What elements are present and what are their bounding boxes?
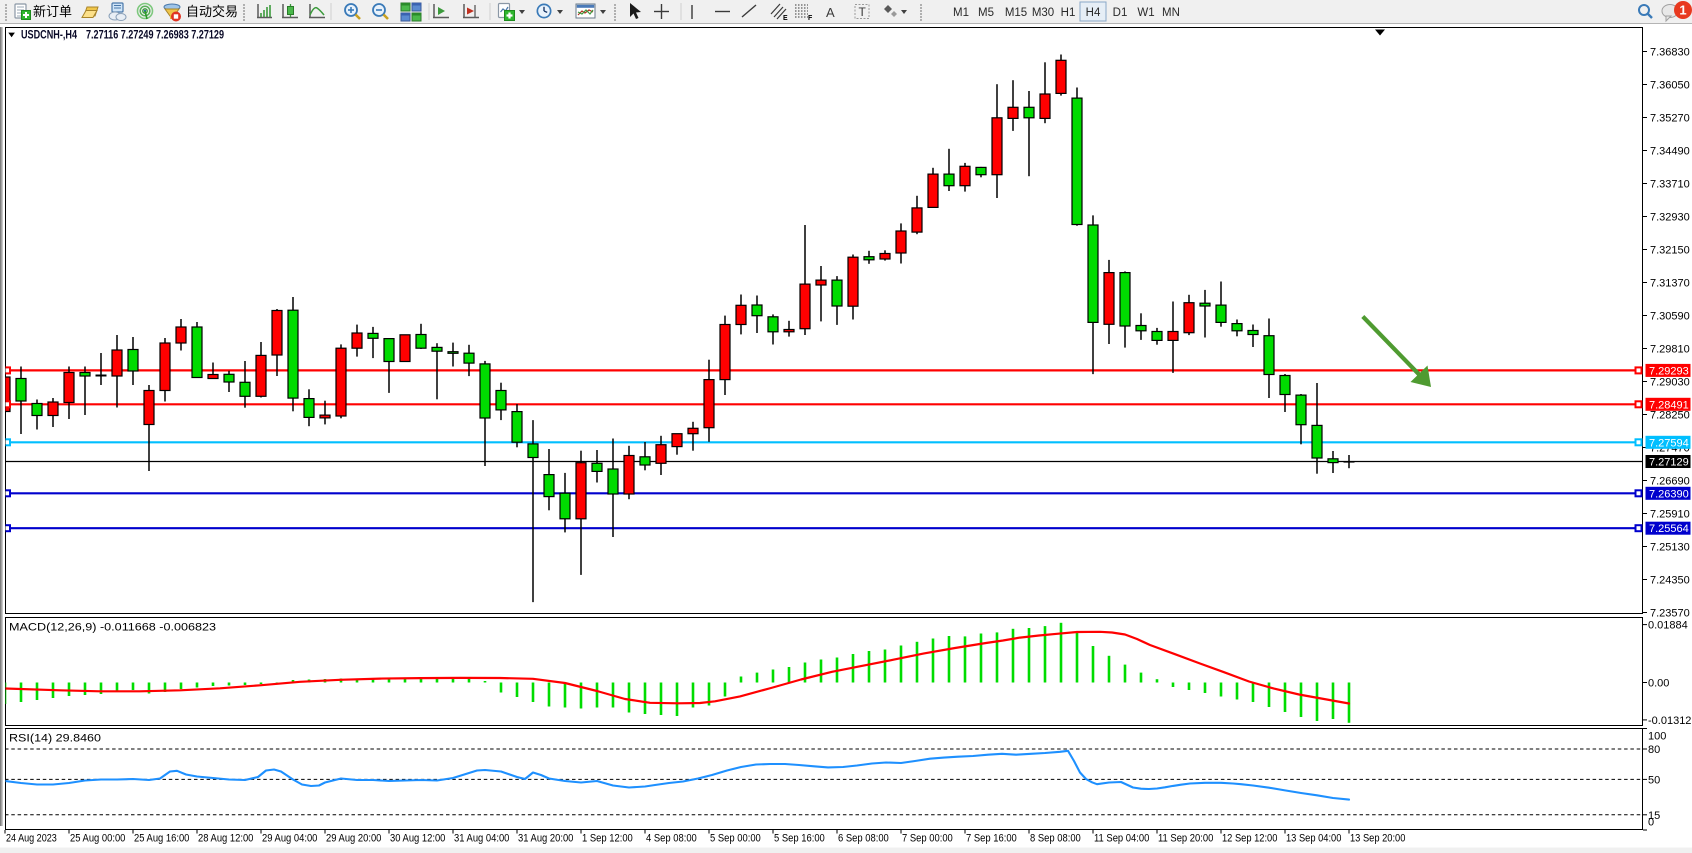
svg-text:4 Sep 08:00: 4 Sep 08:00	[646, 833, 697, 845]
svg-text:5 Sep 00:00: 5 Sep 00:00	[710, 833, 761, 845]
svg-text:7.27116 7.27249 7.26983 7.2712: 7.27116 7.27249 7.26983 7.27129	[86, 30, 224, 42]
svg-text:A: A	[826, 5, 835, 20]
svg-text:31 Aug 04:00: 31 Aug 04:00	[454, 833, 509, 845]
svg-text:M30: M30	[1032, 7, 1054, 19]
svg-text:24 Aug 2023: 24 Aug 2023	[6, 833, 57, 845]
svg-text:11 Sep 20:00: 11 Sep 20:00	[1158, 833, 1213, 845]
svg-text:1 Sep 12:00: 1 Sep 12:00	[582, 833, 633, 845]
svg-text:6 Sep 08:00: 6 Sep 08:00	[838, 833, 889, 845]
svg-text:80: 80	[1648, 744, 1660, 756]
svg-text:28 Aug 12:00: 28 Aug 12:00	[198, 833, 253, 845]
svg-text:31 Aug 20:00: 31 Aug 20:00	[518, 833, 573, 845]
svg-text:7.26690: 7.26690	[1650, 476, 1690, 488]
svg-text:D1: D1	[1113, 7, 1128, 19]
svg-text:7.36050: 7.36050	[1650, 80, 1690, 92]
svg-text:M5: M5	[978, 7, 994, 19]
svg-text:8 Sep 08:00: 8 Sep 08:00	[1030, 833, 1081, 845]
svg-text:USDCNH-,H4: USDCNH-,H4	[21, 30, 77, 42]
svg-text:5 Sep 16:00: 5 Sep 16:00	[774, 833, 825, 845]
svg-text:F: F	[808, 15, 813, 22]
svg-text:7.25564: 7.25564	[1649, 523, 1689, 535]
svg-text:30 Aug 12:00: 30 Aug 12:00	[390, 833, 445, 845]
svg-text:1: 1	[1679, 3, 1686, 18]
svg-text:M1: M1	[953, 7, 969, 19]
svg-text:7.28250: 7.28250	[1650, 410, 1690, 422]
svg-text:0: 0	[1648, 817, 1654, 829]
svg-text:100: 100	[1648, 731, 1666, 743]
svg-text:E: E	[783, 15, 788, 22]
svg-text:50: 50	[1648, 774, 1660, 786]
svg-text:7.29030: 7.29030	[1650, 377, 1690, 389]
svg-text:7.35270: 7.35270	[1650, 113, 1690, 125]
svg-text:H1: H1	[1061, 7, 1076, 19]
svg-text:7.23570: 7.23570	[1650, 608, 1690, 620]
svg-text:29 Aug 04:00: 29 Aug 04:00	[262, 833, 317, 845]
svg-text:7.26390: 7.26390	[1649, 488, 1689, 500]
svg-text:0.01884: 0.01884	[1648, 620, 1688, 632]
svg-text:新订单: 新订单	[33, 4, 72, 19]
svg-text:MN: MN	[1162, 7, 1180, 19]
svg-text:7.29293: 7.29293	[1649, 365, 1689, 377]
svg-text:-0.01312: -0.01312	[1648, 715, 1691, 727]
svg-text:W1: W1	[1137, 7, 1154, 19]
svg-text:0.00: 0.00	[1648, 678, 1669, 690]
svg-text:7.31370: 7.31370	[1650, 278, 1690, 290]
svg-text:29 Aug 20:00: 29 Aug 20:00	[326, 833, 381, 845]
svg-text:7.28491: 7.28491	[1649, 399, 1689, 411]
svg-text:7.36830: 7.36830	[1650, 47, 1690, 59]
svg-text:7 Sep 16:00: 7 Sep 16:00	[966, 833, 1017, 845]
svg-text:7.32150: 7.32150	[1650, 245, 1690, 257]
svg-text:11 Sep 04:00: 11 Sep 04:00	[1094, 833, 1149, 845]
svg-text:7.25130: 7.25130	[1650, 542, 1690, 554]
svg-text:25 Aug 16:00: 25 Aug 16:00	[134, 833, 189, 845]
svg-text:自动交易: 自动交易	[186, 4, 238, 19]
svg-text:15: 15	[1648, 810, 1660, 822]
svg-text:7.29810: 7.29810	[1650, 344, 1690, 356]
svg-text:MACD(12,26,9) -0.011668 -0.006: MACD(12,26,9) -0.011668 -0.006823	[9, 622, 216, 634]
svg-text:13 Sep 04:00: 13 Sep 04:00	[1286, 833, 1341, 845]
svg-text:7.27129: 7.27129	[1649, 457, 1689, 469]
svg-text:13 Sep 20:00: 13 Sep 20:00	[1350, 833, 1405, 845]
svg-text:7.27594: 7.27594	[1649, 437, 1689, 449]
svg-text:7.32930: 7.32930	[1650, 212, 1690, 224]
svg-text:7.24350: 7.24350	[1650, 575, 1690, 587]
svg-text:M15: M15	[1005, 7, 1027, 19]
svg-text:H4: H4	[1086, 7, 1101, 19]
svg-text:7.25910: 7.25910	[1650, 509, 1690, 521]
svg-text:7.33710: 7.33710	[1650, 179, 1690, 191]
svg-text:7.30590: 7.30590	[1650, 311, 1690, 323]
svg-text:25 Aug 00:00: 25 Aug 00:00	[70, 833, 125, 845]
svg-text:RSI(14) 29.8460: RSI(14) 29.8460	[9, 733, 101, 745]
svg-text:7 Sep 00:00: 7 Sep 00:00	[902, 833, 953, 845]
svg-text:7.34490: 7.34490	[1650, 146, 1690, 158]
svg-text:12 Sep 12:00: 12 Sep 12:00	[1222, 833, 1277, 845]
svg-text:T: T	[859, 5, 867, 19]
